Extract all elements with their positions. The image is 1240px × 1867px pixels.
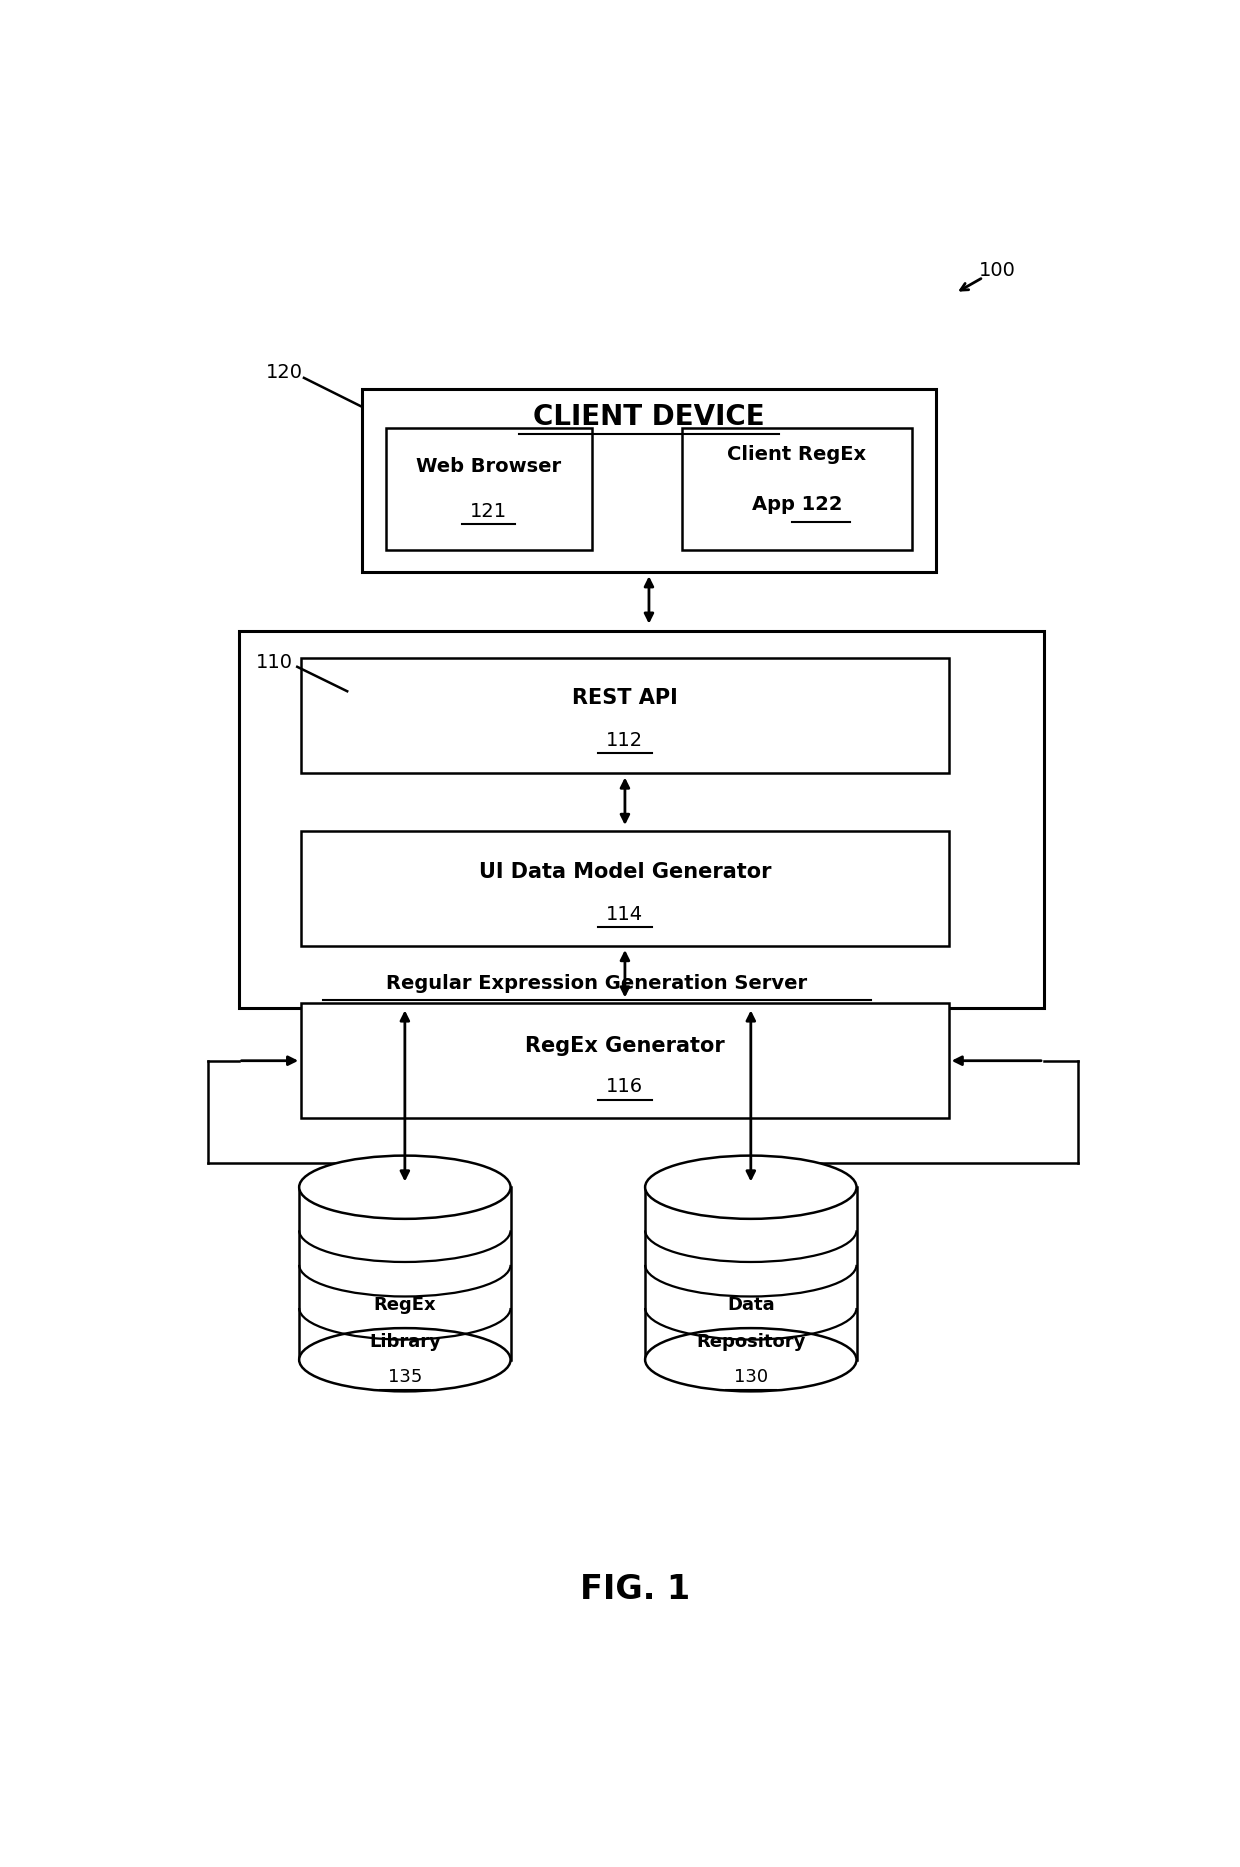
Bar <box>301 659 949 773</box>
Text: 120: 120 <box>265 362 303 381</box>
Text: 130: 130 <box>734 1369 768 1385</box>
Text: Library: Library <box>370 1333 440 1352</box>
Text: REST API: REST API <box>572 689 678 708</box>
Text: 110: 110 <box>255 653 293 672</box>
Bar <box>362 390 936 571</box>
Text: Client RegEx: Client RegEx <box>728 444 867 463</box>
Ellipse shape <box>645 1156 857 1219</box>
Text: UI Data Model Generator: UI Data Model Generator <box>479 863 771 883</box>
Text: 112: 112 <box>606 730 644 751</box>
Text: FIG. 1: FIG. 1 <box>580 1574 691 1606</box>
Text: RegEx Generator: RegEx Generator <box>525 1036 725 1057</box>
Bar <box>301 831 949 947</box>
Text: App 122: App 122 <box>751 495 842 513</box>
Text: 100: 100 <box>980 261 1017 280</box>
Ellipse shape <box>299 1327 511 1391</box>
Text: 121: 121 <box>470 502 507 521</box>
Text: Regular Expression Generation Server: Regular Expression Generation Server <box>387 973 807 993</box>
Bar <box>238 631 1044 1008</box>
Text: 114: 114 <box>606 905 644 924</box>
Text: 116: 116 <box>606 1077 644 1096</box>
Bar <box>386 428 593 551</box>
Text: Web Browser: Web Browser <box>415 457 560 476</box>
Text: RegEx: RegEx <box>373 1296 436 1314</box>
Text: CLIENT DEVICE: CLIENT DEVICE <box>533 403 765 431</box>
Text: Data: Data <box>727 1296 775 1314</box>
Bar <box>301 1003 949 1118</box>
Bar <box>682 428 913 551</box>
Text: 135: 135 <box>388 1369 422 1385</box>
Text: Repository: Repository <box>696 1333 806 1352</box>
Ellipse shape <box>645 1327 857 1391</box>
Ellipse shape <box>299 1156 511 1219</box>
